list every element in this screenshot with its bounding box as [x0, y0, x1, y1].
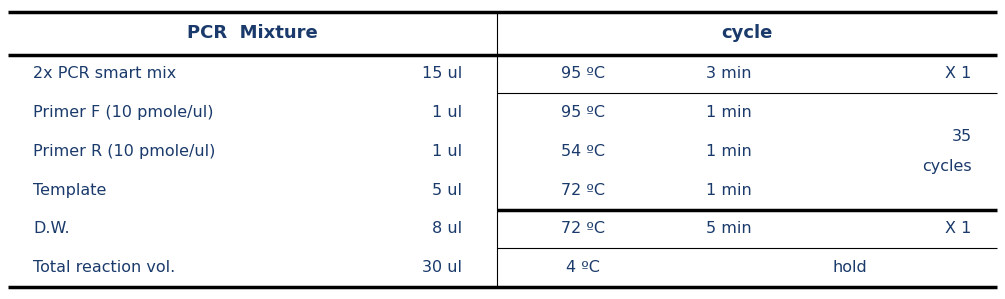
Text: X 1: X 1 [946, 222, 972, 237]
Text: Template: Template [33, 183, 107, 198]
Text: 95 ºC: 95 ºC [561, 105, 605, 120]
Text: Primer R (10 pmole/ul): Primer R (10 pmole/ul) [33, 144, 215, 159]
Text: 15 ul: 15 ul [422, 66, 462, 81]
Text: 54 ºC: 54 ºC [561, 144, 605, 159]
Text: 5 min: 5 min [706, 222, 752, 237]
Text: 1 ul: 1 ul [432, 105, 462, 120]
Text: X 1: X 1 [946, 66, 972, 81]
Text: cycle: cycle [722, 24, 773, 42]
Text: 1 min: 1 min [706, 144, 752, 159]
Text: Total reaction vol.: Total reaction vol. [33, 260, 176, 275]
Text: 72 ºC: 72 ºC [561, 183, 605, 198]
Text: 1 min: 1 min [706, 105, 752, 120]
Text: 8 ul: 8 ul [432, 222, 462, 237]
Text: Primer F (10 pmole/ul): Primer F (10 pmole/ul) [33, 105, 214, 120]
Text: 35: 35 [952, 129, 972, 144]
Text: 72 ºC: 72 ºC [561, 222, 605, 237]
Text: D.W.: D.W. [33, 222, 69, 237]
Text: 30 ul: 30 ul [422, 260, 462, 275]
Text: 3 min: 3 min [706, 66, 752, 81]
Text: 1 min: 1 min [706, 183, 752, 198]
Text: hold: hold [833, 260, 867, 275]
Text: 95 ºC: 95 ºC [561, 66, 605, 81]
Text: 2x PCR smart mix: 2x PCR smart mix [33, 66, 177, 81]
Text: PCR  Mixture: PCR Mixture [187, 24, 319, 42]
Text: 1 ul: 1 ul [432, 144, 462, 159]
Text: 5 ul: 5 ul [432, 183, 462, 198]
Text: cycles: cycles [923, 159, 972, 174]
Text: 4 ºC: 4 ºC [566, 260, 600, 275]
